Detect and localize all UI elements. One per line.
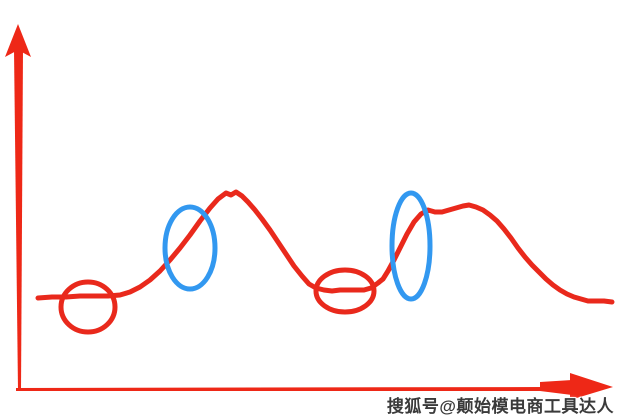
blue-ellipse-right-rise	[389, 190, 433, 302]
red-circle-middle-trough	[313, 267, 377, 315]
y-axis-arrowhead	[5, 24, 31, 57]
watermark: 搜狐号@颠始模电商工具达人	[386, 397, 614, 416]
x-axis-arrow-tail	[540, 380, 572, 395]
x-axis-arrowhead	[570, 373, 613, 400]
red-circle-left-trough	[58, 279, 118, 335]
x-axis-shaft	[16, 387, 546, 391]
blue-ellipse-left-rise	[162, 204, 218, 292]
trend-curve	[35, 189, 615, 305]
y-axis-shaft	[14, 50, 23, 391]
